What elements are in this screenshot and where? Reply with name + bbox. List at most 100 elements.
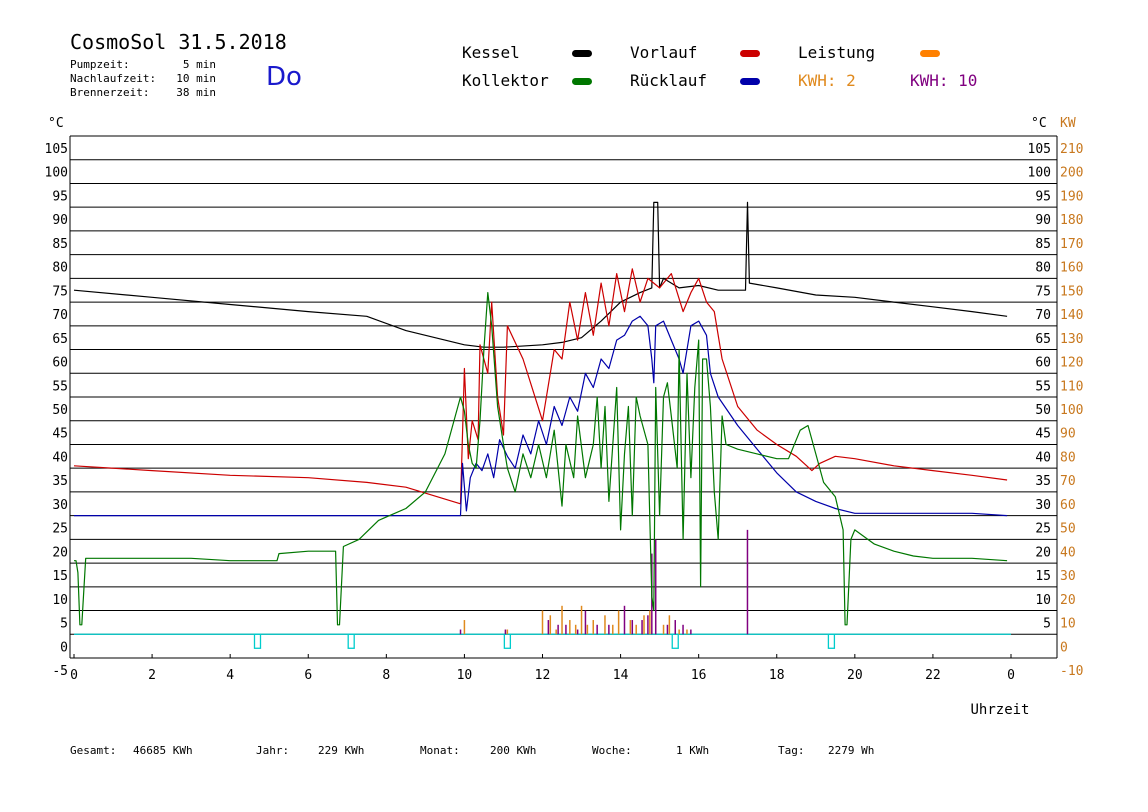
y-tick-left: 30 (52, 498, 68, 513)
x-tick-label: 10 (457, 668, 473, 683)
y-tick-right-temp: 20 (1035, 545, 1051, 560)
pump-time-value: 5 min (182, 58, 216, 71)
y-tick-right-kw: 50 (1060, 522, 1076, 537)
legend-leistung: Leistung (798, 43, 876, 62)
day-value: 2279 Wh (828, 744, 875, 757)
y-tick-right-kw: 160 (1060, 261, 1083, 276)
y-tick-right-temp: 25 (1035, 522, 1051, 537)
pump-marker (503, 633, 512, 649)
y-tick-left: 15 (52, 569, 68, 584)
year-label: Jahr: (256, 744, 290, 757)
y-tick-left: 90 (52, 213, 68, 228)
x-tick-label: 22 (925, 668, 941, 683)
y-tick-right-kw: 10 (1060, 617, 1076, 632)
y-axis-unit-left: °C (48, 116, 64, 131)
x-tick-label: 4 (226, 668, 234, 683)
y-tick-left: 20 (52, 545, 68, 560)
total-label: Gesamt: (70, 744, 117, 757)
y-tick-left: 60 (52, 356, 68, 371)
y-tick-right-temp: 85 (1035, 237, 1051, 252)
y-tick-right-kw: 20 (1060, 593, 1076, 608)
month-value: 200 KWh (490, 744, 537, 757)
y-tick-right-temp: 40 (1035, 450, 1051, 465)
legend-kessel-swatch (572, 50, 592, 57)
series-line-kessel (73, 201, 1008, 348)
x-tick-label: 18 (769, 668, 785, 683)
y-axis-unit-kw: KW (1060, 116, 1076, 131)
legend-kollektor: Kollektor (462, 71, 549, 90)
y-tick-right-kw: 190 (1060, 189, 1083, 204)
y-tick-right-kw: 70 (1060, 474, 1076, 489)
x-tick-label: 14 (613, 668, 629, 683)
y-tick-left: 70 (52, 308, 68, 323)
y-tick-right-kw: 210 (1060, 142, 1083, 157)
y-tick-right-temp: 50 (1035, 403, 1051, 418)
y-tick-left: 35 (52, 474, 68, 489)
week-label: Woche: (592, 744, 632, 757)
y-tick-left: 25 (52, 522, 68, 537)
x-tick-label: 12 (535, 668, 551, 683)
y-tick-right-kw: 130 (1060, 332, 1083, 347)
y-tick-right-temp: 70 (1035, 308, 1051, 323)
y-tick-right-temp: 65 (1035, 332, 1051, 347)
pump-marker (671, 633, 679, 649)
y-tick-left: 75 (52, 284, 68, 299)
legend-kollektor-swatch (572, 78, 592, 85)
y-tick-right-kw: 90 (1060, 427, 1076, 442)
y-tick-right-temp: 55 (1035, 379, 1051, 394)
total-value: 46685 KWh (133, 744, 193, 757)
y-tick-right-temp: 45 (1035, 427, 1051, 442)
pump-marker (827, 633, 836, 649)
series-line-kollektor (74, 292, 1008, 626)
y-tick-left: 65 (52, 332, 68, 347)
y-tick-right-temp: 5 (1043, 617, 1051, 632)
x-tick-label: 2 (148, 668, 156, 683)
y-tick-left: -5 (52, 664, 68, 679)
y-tick-right-temp: 90 (1035, 213, 1051, 228)
y-tick-right-temp: 100 (1028, 166, 1051, 181)
y-tick-left: 55 (52, 379, 68, 394)
y-tick-left: 105 (45, 142, 68, 157)
pump-marker (347, 633, 355, 649)
x-tick-label: 20 (847, 668, 863, 683)
y-tick-left: 10 (52, 593, 68, 608)
y-tick-right-temp: 10 (1035, 593, 1051, 608)
followup-time-value: 10 min (176, 72, 216, 85)
x-tick-label: 16 (691, 668, 707, 683)
y-tick-right-temp: 75 (1035, 284, 1051, 299)
week-value: 1 KWh (676, 744, 710, 757)
x-tick-label: 8 (382, 668, 390, 683)
y-tick-right-kw: 100 (1060, 403, 1083, 418)
legend-kessel: Kessel (462, 43, 520, 62)
y-tick-right-kw: 170 (1060, 237, 1083, 252)
y-tick-left: 100 (45, 166, 68, 181)
legend-kwh10: KWH: 10 (910, 71, 978, 90)
y-tick-right-kw: -10 (1060, 664, 1083, 679)
month-label: Monat: (420, 744, 460, 757)
y-tick-right-kw: 120 (1060, 356, 1083, 371)
followup-time-label: Nachlaufzeit: (70, 72, 157, 85)
x-tick-label: 0 (70, 668, 78, 683)
page-title: CosmoSol 31.5.2018 (70, 30, 287, 54)
y-axis-unit-right: °C (1031, 116, 1047, 131)
y-tick-left: 85 (52, 237, 68, 252)
y-tick-right-kw: 150 (1060, 284, 1083, 299)
series-line-ruecklauf (74, 315, 1008, 517)
y-tick-right-kw: 180 (1060, 213, 1083, 228)
y-tick-right-kw: 30 (1060, 569, 1076, 584)
y-tick-right-kw: 80 (1060, 450, 1076, 465)
year-value: 229 KWh (318, 744, 365, 757)
y-tick-right-kw: 60 (1060, 498, 1076, 513)
y-tick-left: 80 (52, 261, 68, 276)
pump-marker (253, 633, 262, 649)
y-tick-right-kw: 140 (1060, 308, 1083, 323)
y-tick-right-temp: 105 (1028, 142, 1051, 157)
y-tick-right-kw: 0 (1060, 640, 1068, 655)
legend-leistung-swatch (920, 50, 940, 57)
legend-ruecklauf: Rücklauf (630, 71, 708, 90)
y-tick-right-temp: 35 (1035, 474, 1051, 489)
burner-time-value: 38 min (176, 86, 216, 99)
day-label: Tag: (778, 744, 805, 757)
x-tick-label: 6 (304, 668, 312, 683)
